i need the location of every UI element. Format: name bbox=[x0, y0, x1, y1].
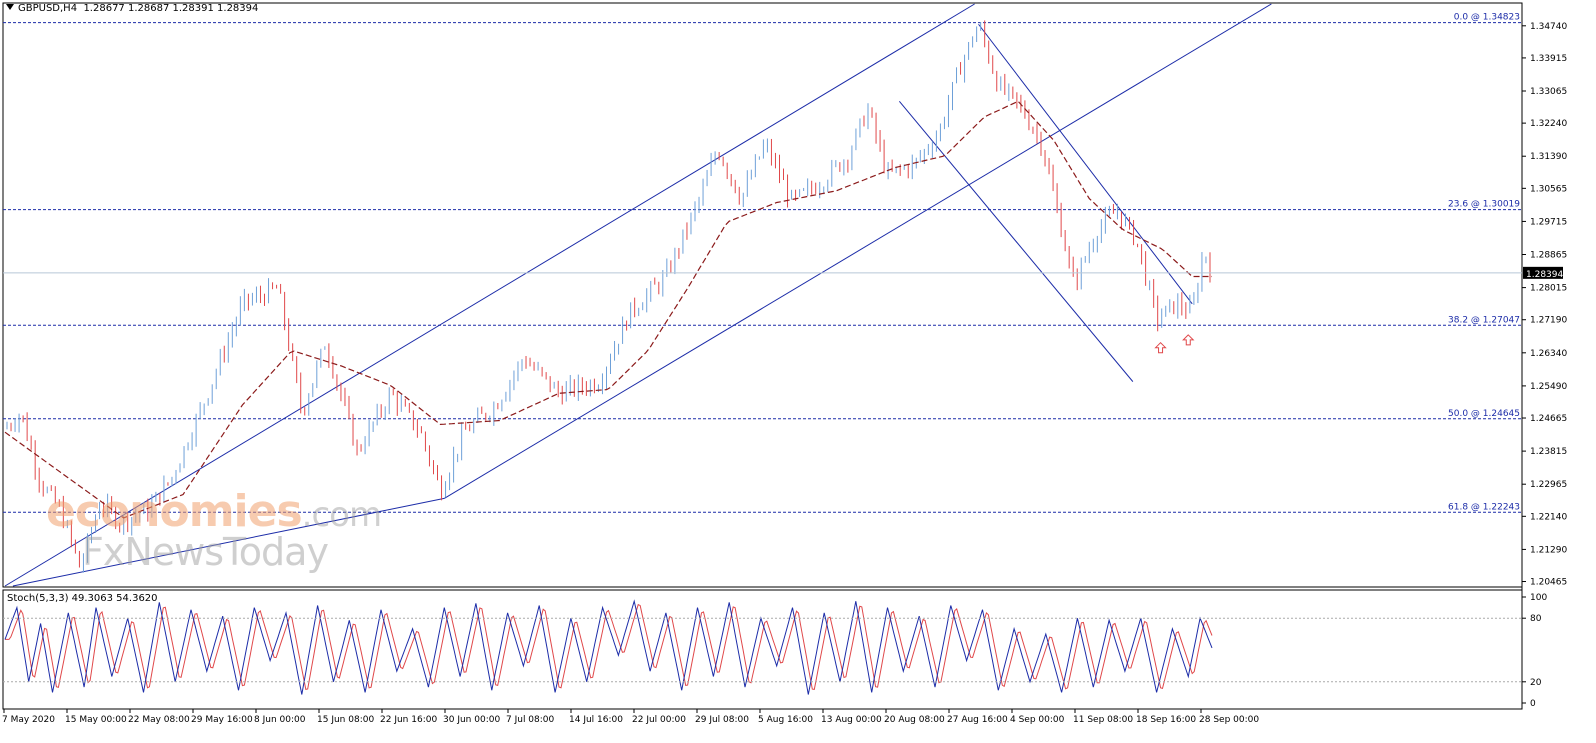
y-tick-label: 1.31390 bbox=[1530, 152, 1567, 162]
current-price-label: 1.28394 bbox=[1526, 270, 1563, 280]
channel-lower-line bbox=[444, 3, 1272, 499]
moving-average-line bbox=[4, 100, 1212, 519]
x-tick-label: 13 Aug 00:00 bbox=[821, 715, 882, 725]
up-arrow-icon bbox=[1154, 341, 1167, 354]
channel-base-line bbox=[12, 497, 445, 587]
y-tick-label: 1.22140 bbox=[1530, 512, 1567, 522]
stoch-level-label: 20 bbox=[1530, 678, 1542, 688]
y-tick-label: 1.27190 bbox=[1530, 316, 1567, 326]
stoch-panel-border bbox=[2, 589, 1523, 710]
down-channel-lower-line bbox=[898, 101, 1134, 382]
y-tick-label: 1.33915 bbox=[1530, 54, 1567, 64]
stochastic-label: Stoch(5,3,3) 49.3063 54.3620 bbox=[7, 593, 158, 604]
y-tick-label: 1.24665 bbox=[1530, 414, 1567, 424]
fib-label: 0.0 @ 1.34823 bbox=[1454, 13, 1520, 23]
symbol-label: GBPUSD,H4 bbox=[18, 3, 78, 14]
y-tick-label: 1.26340 bbox=[1530, 349, 1567, 359]
x-tick-label: 14 Jul 16:00 bbox=[569, 715, 623, 725]
y-tick-label: 1.32240 bbox=[1530, 119, 1567, 129]
dropdown-icon[interactable] bbox=[6, 4, 14, 10]
candles bbox=[6, 20, 1211, 573]
fib-label: 23.6 @ 1.30019 bbox=[1448, 200, 1520, 210]
stoch-level-label: 100 bbox=[1530, 593, 1547, 603]
y-tick-label: 1.34740 bbox=[1530, 22, 1567, 32]
x-tick-label: 29 Jul 08:00 bbox=[695, 715, 749, 725]
price-panel-border bbox=[2, 2, 1523, 588]
y-tick-label: 1.33065 bbox=[1530, 87, 1567, 97]
y-tick-label: 1.28865 bbox=[1530, 251, 1567, 261]
current-price-line: 1.28394 bbox=[3, 266, 1563, 280]
moving-average bbox=[4, 100, 1212, 519]
x-tick-label: 22 Jul 00:00 bbox=[632, 715, 686, 725]
x-tick-label: 30 Jun 00:00 bbox=[443, 715, 500, 725]
stoch-main-line bbox=[4, 599, 1213, 695]
fibonacci-levels: 0.0 @ 1.34823 23.6 @ 1.30019 38.2 @ 1.2704… bbox=[3, 13, 1522, 513]
x-tick-label: 7 Jul 08:00 bbox=[506, 715, 555, 725]
y-tick-label: 1.28015 bbox=[1530, 284, 1567, 294]
x-tick-label: 20 Aug 08:00 bbox=[884, 715, 945, 725]
channel-upper-line bbox=[4, 3, 975, 587]
y-tick-label: 1.29715 bbox=[1530, 217, 1567, 227]
x-tick-label: 7 May 2020 bbox=[2, 715, 55, 725]
x-tick-label: 4 Sep 00:00 bbox=[1010, 715, 1065, 725]
stoch-level-label: 80 bbox=[1530, 614, 1542, 624]
chart-header: GBPUSD,H4 1.28677 1.28687 1.28391 1.2839… bbox=[6, 3, 258, 14]
down-channel-upper-line bbox=[978, 23, 1193, 305]
x-tick-label: 15 Jun 08:00 bbox=[317, 715, 374, 725]
y-tick-label: 1.23815 bbox=[1530, 447, 1567, 457]
x-tick-label: 18 Sep 16:00 bbox=[1136, 715, 1196, 725]
arrows bbox=[1154, 334, 1195, 354]
current-price-box bbox=[1523, 266, 1563, 279]
x-tick-label: 22 Jun 16:00 bbox=[380, 715, 437, 725]
x-axis-ticks: 7 May 2020 15 May 00:00 22 May 08:00 29 May… bbox=[2, 709, 1259, 725]
stochastic-levels: 100 80 20 0 bbox=[3, 593, 1547, 709]
x-tick-label: 27 Aug 16:00 bbox=[947, 715, 1008, 725]
y-tick-label: 1.20465 bbox=[1530, 578, 1567, 588]
y-axis-ticks: 1.34740 1.33915 1.33065 1.32240 1.31390 1.305… bbox=[1522, 22, 1567, 588]
x-tick-label: 15 May 00:00 bbox=[65, 715, 127, 725]
y-tick-label: 1.21290 bbox=[1530, 545, 1567, 555]
y-tick-label: 1.30565 bbox=[1530, 184, 1567, 194]
y-tick-label: 1.22965 bbox=[1530, 480, 1567, 490]
x-tick-label: 5 Aug 16:00 bbox=[758, 715, 813, 725]
fib-label: 50.0 @ 1.24645 bbox=[1448, 409, 1520, 419]
up-arrow-icon bbox=[1182, 334, 1195, 346]
ohlc-readout: 1.28677 1.28687 1.28391 1.28394 bbox=[83, 3, 259, 14]
x-tick-label: 28 Sep 00:00 bbox=[1199, 715, 1259, 725]
x-tick-label: 29 May 16:00 bbox=[191, 715, 253, 725]
fib-label: 61.8 @ 1.22243 bbox=[1448, 502, 1520, 512]
x-tick-label: 8 Jun 00:00 bbox=[254, 715, 306, 725]
trend-channels bbox=[4, 3, 1272, 587]
x-tick-label: 22 May 08:00 bbox=[128, 715, 190, 725]
x-tick-label: 11 Sep 08:00 bbox=[1073, 715, 1133, 725]
fib-label: 38.2 @ 1.27047 bbox=[1448, 315, 1520, 325]
y-tick-label: 1.25490 bbox=[1530, 382, 1567, 392]
stoch-level-label: 0 bbox=[1530, 699, 1536, 709]
stochastic-lines bbox=[4, 599, 1213, 695]
stoch-signal-line bbox=[5, 603, 1213, 690]
